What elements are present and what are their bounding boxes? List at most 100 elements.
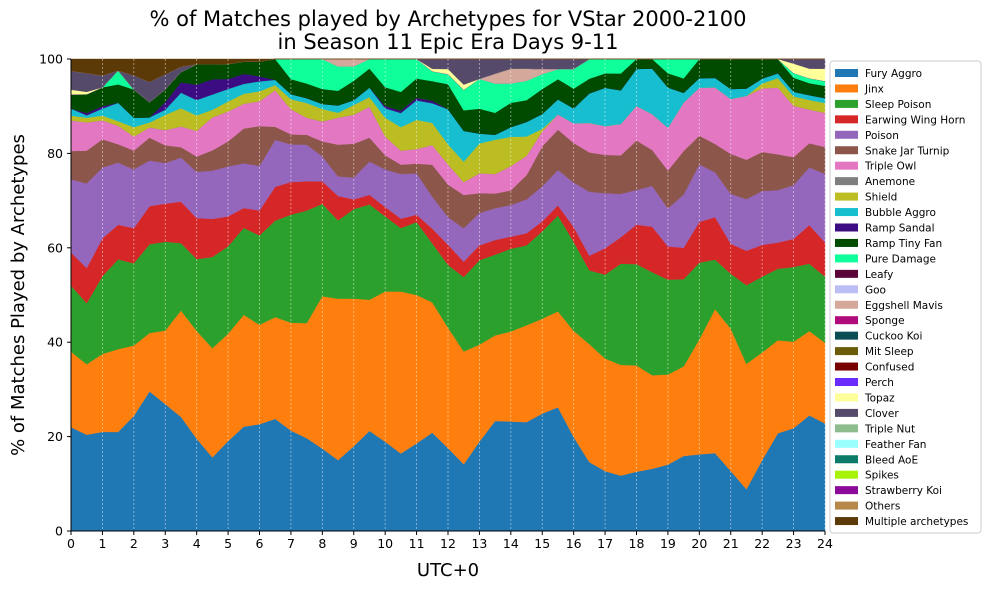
- x-tick-label: 21: [723, 536, 739, 551]
- y-tick-label: 40: [47, 335, 63, 350]
- legend-swatch: [835, 362, 858, 371]
- legend-swatch: [835, 84, 858, 93]
- x-tick-label: 22: [754, 536, 770, 551]
- legend-swatch: [835, 470, 858, 479]
- x-tick-label: 4: [193, 536, 201, 551]
- legend-swatch: [835, 347, 858, 356]
- legend-entry: Others: [865, 501, 900, 513]
- legend-swatch: [835, 455, 858, 464]
- y-tick-label: 20: [47, 429, 63, 444]
- legend-entry: Anemone: [865, 176, 915, 188]
- legend-entry: Pure Damage: [865, 253, 936, 265]
- legend-frame: [829, 60, 982, 534]
- legend-swatch: [835, 192, 858, 201]
- legend-entry: Fury Aggro: [865, 68, 922, 80]
- chart-title-line2: in Season 11 Epic Era Days 9-11: [278, 30, 619, 54]
- x-tick-label: 5: [224, 536, 232, 551]
- legend-entry: Poison: [865, 130, 899, 142]
- x-tick-label: 18: [629, 536, 645, 551]
- chart-title-line1: % of Matches played by Archetypes for VS…: [150, 7, 747, 31]
- legend-swatch: [835, 161, 858, 170]
- x-tick-label: 6: [256, 536, 264, 551]
- x-tick-label: 10: [377, 536, 393, 551]
- legend-entry: Cuckoo Koi: [865, 331, 922, 343]
- axes: 0 1 2 3 4 5 6 7 8 9 10 11 12 13 14 15 16 17 18 19 20 21 22 23 24…: [39, 52, 833, 552]
- legend-swatch: [835, 99, 858, 108]
- legend-swatch: [835, 177, 858, 186]
- legend-entry: Bleed AoE: [865, 454, 918, 466]
- x-tick-label: 12: [440, 536, 456, 551]
- legend-entry: Leafy: [865, 269, 893, 281]
- legend-swatch: [835, 439, 858, 448]
- y-axis-label: % of Matches Played by Archetypes: [8, 134, 29, 456]
- x-tick-label: 13: [471, 536, 487, 551]
- legend-swatch: [835, 378, 858, 386]
- x-tick-label: 11: [409, 536, 425, 551]
- legend-entry: Perch: [865, 377, 894, 389]
- legend-swatch: [835, 238, 858, 247]
- legend-swatch: [835, 408, 858, 417]
- legend-entry: Triple Owl: [864, 161, 916, 173]
- legend-entry: Jinx: [864, 83, 884, 95]
- x-tick-label: 15: [534, 536, 550, 551]
- legend-entry: Sponge: [865, 315, 905, 327]
- legend-swatch: [835, 146, 858, 155]
- legend-swatch: [835, 115, 858, 124]
- y-tick-label: 60: [47, 240, 63, 255]
- x-tick-label: 0: [67, 536, 75, 551]
- legend-swatch: [835, 300, 858, 309]
- legend-entry: Snake Jar Turnip: [865, 145, 950, 157]
- legend-entry: Ramp Tiny Fan: [865, 238, 942, 250]
- legend-swatch: [835, 424, 858, 433]
- legend-swatch: [835, 331, 858, 340]
- legend-entry: Bubble Aggro: [865, 207, 936, 219]
- y-tick-label: 100: [39, 52, 63, 67]
- x-tick-label: 2: [130, 536, 138, 551]
- x-tick-label: 23: [786, 536, 802, 551]
- y-tick-label: 80: [47, 146, 63, 161]
- legend-entry: Earwing Wing Horn: [865, 114, 965, 126]
- x-tick-label: 8: [318, 536, 326, 551]
- x-tick-label: 9: [350, 536, 358, 551]
- x-tick-label: 16: [566, 536, 582, 551]
- legend-swatch: [835, 208, 858, 217]
- x-tick-label: 17: [597, 536, 613, 551]
- legend-swatch: [835, 316, 858, 325]
- legend-entry: Topaz: [864, 392, 895, 404]
- legend: Fury Aggro Jinx Sleep Poison Earwing Wing H…: [829, 60, 982, 534]
- legend-entry: Multiple archetypes: [865, 516, 968, 528]
- x-tick-label: 7: [287, 536, 295, 551]
- x-tick-label: 20: [691, 536, 707, 551]
- legend-swatch: [835, 501, 858, 510]
- y-tick-label: 0: [55, 524, 63, 539]
- x-axis-label: UTC+0: [417, 560, 479, 581]
- legend-entry: Eggshell Mavis: [865, 300, 943, 312]
- legend-entry: Sleep Poison: [865, 99, 931, 111]
- legend-entry: Goo: [865, 284, 886, 296]
- legend-swatch: [835, 254, 858, 263]
- x-tick-label: 3: [161, 536, 169, 551]
- legend-swatch: [835, 285, 858, 294]
- legend-entry: Feather Fan: [865, 439, 926, 451]
- legend-swatch: [835, 517, 858, 526]
- vertical-gridlines: [70, 59, 826, 531]
- legend-entry: Triple Nut: [864, 423, 915, 435]
- legend-swatch: [835, 130, 858, 139]
- legend-swatch: [835, 393, 858, 402]
- legend-swatch: [835, 69, 858, 77]
- legend-entry: Confused: [865, 362, 914, 374]
- legend-swatch: [835, 223, 858, 232]
- x-tick-label: 19: [660, 536, 676, 551]
- legend-entry: Spikes: [865, 470, 899, 482]
- legend-entry: Shield: [865, 192, 897, 204]
- legend-entry: Clover: [865, 408, 899, 420]
- x-tick-label: 1: [98, 536, 106, 551]
- x-tick-label: 14: [503, 536, 519, 551]
- x-tick-label: 24: [817, 536, 833, 551]
- legend-swatch: [835, 486, 858, 495]
- area-multiple-archetypes: [70, 58, 825, 83]
- legend-entry: Ramp Sandal: [865, 223, 935, 235]
- legend-swatch: [835, 269, 858, 278]
- legend-entry: Strawberry Koi: [865, 485, 942, 497]
